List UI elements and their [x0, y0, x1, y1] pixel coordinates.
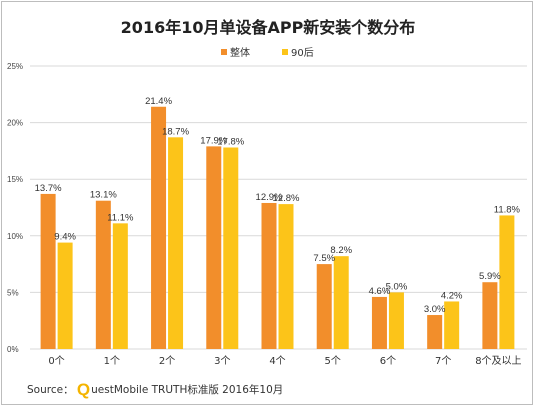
bar: [112, 223, 128, 349]
x-tick-label: 2个: [159, 355, 175, 367]
y-tick-label: 25%: [7, 62, 23, 71]
data-label: 4.6%: [369, 286, 391, 297]
data-label: 5.9%: [479, 271, 501, 282]
y-axis: 0% 5% 10% 15% 20% 25%: [7, 62, 23, 354]
legend: 整体 90后: [221, 46, 314, 59]
questmobile-logo-letter: Q: [76, 380, 91, 399]
data-label: 12.8%: [273, 193, 300, 204]
bar: [482, 282, 498, 349]
y-tick-label: 15%: [7, 175, 23, 184]
legend-label: 90后: [291, 47, 314, 59]
data-label: 4.2%: [441, 290, 463, 301]
bar: [427, 315, 443, 349]
data-label: 3.0%: [424, 304, 446, 315]
x-tick-label: 3个: [214, 355, 230, 367]
bar: [95, 200, 111, 349]
source-text: uestMobile TRUTH标准版 2016年10月: [91, 384, 284, 396]
x-tick-label: 0个: [48, 355, 64, 367]
x-tick-label: 4个: [269, 355, 285, 367]
y-tick-label: 20%: [7, 119, 23, 128]
legend-swatch: [282, 49, 288, 55]
data-label: 13.1%: [90, 190, 117, 201]
chart-title: 2016年10月单设备APP新安装个数分布: [121, 18, 416, 37]
x-tick-label: 8个及以上: [475, 355, 521, 367]
x-tick-label: 5个: [325, 355, 341, 367]
data-labels: 13.7% 9.4% 13.1% 11.1% 21.4% 18.7% 17.9%17.8% 1…: [35, 96, 521, 315]
bar: [168, 137, 184, 349]
legend-label: 整体: [230, 46, 250, 59]
bar: [57, 242, 73, 349]
bar: [499, 215, 515, 349]
x-axis: 0个 1个 2个 3个 4个 5个 6个 7个 8个及以上: [48, 355, 521, 367]
data-label: 17.8%: [217, 137, 244, 148]
bar: [371, 296, 387, 349]
data-label: 8.2%: [330, 245, 352, 256]
y-tick-label: 5%: [7, 288, 19, 297]
bar: [206, 146, 222, 349]
data-label: 17.9%: [200, 135, 227, 146]
source-note: Source： QuestMobile TRUTH标准版 2016年10月: [27, 380, 283, 400]
bar: [261, 202, 277, 349]
bar: [444, 301, 460, 349]
data-label: 13.7%: [35, 183, 62, 194]
bar: [223, 147, 239, 349]
bars: [40, 106, 515, 349]
data-label: 21.4%: [145, 96, 172, 107]
bar: [40, 193, 56, 349]
x-tick-label: 6个: [380, 355, 396, 367]
data-label: 12.9%: [256, 192, 283, 203]
data-label: 11.8%: [494, 204, 521, 215]
source-prefix: Source：: [27, 384, 74, 396]
data-label: 11.1%: [107, 212, 134, 223]
bar: [316, 264, 332, 349]
data-label: 18.7%: [162, 126, 189, 137]
data-label: 7.5%: [313, 253, 335, 264]
data-label: 9.4%: [54, 232, 76, 243]
bar: [388, 292, 404, 349]
bar: [333, 256, 349, 349]
y-tick-label: 10%: [7, 232, 23, 241]
bar: [151, 106, 167, 349]
x-tick-label: 1个: [104, 355, 120, 367]
bar: [278, 204, 294, 349]
data-label: 5.0%: [386, 281, 408, 292]
y-tick-label: 0%: [7, 345, 19, 354]
x-tick-label: 7个: [435, 355, 451, 367]
legend-swatch: [221, 49, 227, 55]
